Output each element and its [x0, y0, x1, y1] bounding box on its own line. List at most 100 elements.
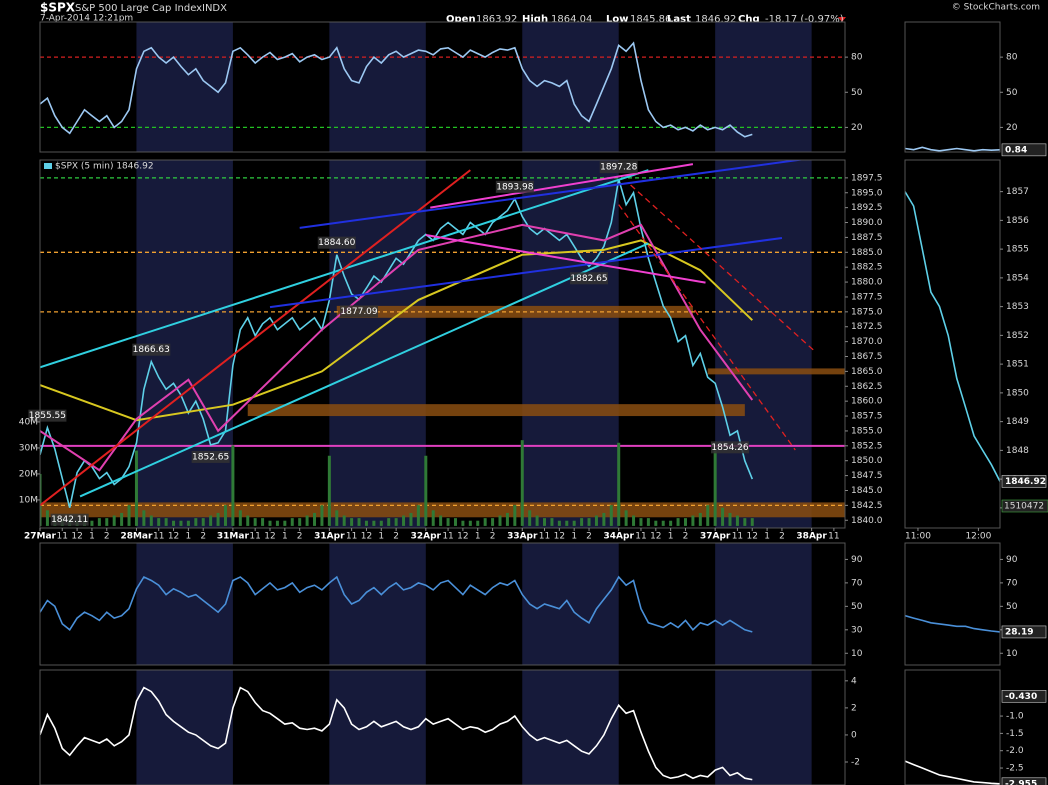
quote-value: 1846.92	[695, 14, 736, 25]
volume-bar	[416, 505, 420, 526]
y-tick-label: 0	[851, 730, 857, 740]
series-line	[40, 178, 754, 508]
series-line	[905, 191, 1000, 482]
credit: © StockCharts.com	[952, 3, 1040, 13]
annotation-label: 1897.28	[600, 163, 637, 173]
day-stripe	[715, 160, 812, 528]
volume-bar	[728, 512, 732, 526]
panel-border	[39, 669, 846, 785]
annotation-box	[132, 343, 171, 356]
volume-bar	[209, 515, 213, 526]
y2-tick-label: 30M	[19, 443, 38, 453]
volume-bar	[609, 505, 613, 526]
volume-bar	[632, 515, 636, 526]
volume-bar	[45, 510, 49, 526]
x-tick-label: 12	[747, 532, 758, 542]
volume-bar	[565, 520, 569, 526]
y-tick-label: 1840.0	[851, 516, 883, 526]
value-marker	[1001, 690, 1047, 703]
y-tick-label: 1872.5	[851, 322, 883, 332]
y-tick-label: 1850.0	[851, 456, 883, 466]
x-tick-label: 11:00	[905, 532, 931, 542]
x-tick-label: 31Apr	[314, 532, 345, 542]
volume-bar	[453, 518, 457, 526]
y-tick-label: 70	[851, 578, 863, 588]
x-tick-label: 1	[186, 532, 192, 542]
volume-bar	[127, 505, 131, 526]
volume-bar	[134, 450, 138, 526]
annotation-label: 1893.98	[496, 182, 533, 192]
y-tick-label: 1854	[1006, 273, 1029, 283]
volume-bar	[320, 505, 324, 526]
y-tick-label: 1877.5	[851, 292, 883, 302]
volume-bar	[491, 518, 495, 526]
x-tick-label: 1	[89, 532, 95, 542]
panel-border	[904, 21, 1001, 153]
trend-line	[40, 169, 471, 507]
x-tick-label: 1	[668, 532, 674, 542]
volume-bar	[713, 450, 717, 526]
y-tick-label: 1890.0	[851, 218, 883, 228]
date: 7-Apr-2014 12:21pm	[40, 14, 133, 24]
volume-bar	[105, 518, 109, 526]
volume-bar	[201, 518, 205, 526]
value-marker	[1001, 625, 1047, 639]
quote-label: Open	[446, 14, 476, 25]
y-tick-label: 1857	[1006, 187, 1029, 197]
volume-bar	[483, 518, 487, 526]
x-tick-label: 27Mar	[24, 532, 57, 542]
value-marker	[1001, 475, 1047, 488]
volume-bar	[342, 515, 346, 526]
volume-bar	[528, 510, 532, 526]
y-tick-label: 70	[1006, 578, 1018, 588]
volume-bar	[142, 510, 146, 526]
x-tick-label: 11	[635, 532, 646, 542]
x-tick-label: 1	[764, 532, 770, 542]
quote-label: High	[522, 14, 548, 25]
volume-bar	[476, 520, 480, 526]
volume-bar	[40, 473, 42, 526]
volume-bar	[683, 518, 687, 526]
volume-bar	[350, 518, 354, 526]
x-tick-label: 2	[104, 532, 110, 542]
annotation-label: 1877.09	[340, 307, 377, 317]
x-tick-label: 12	[361, 532, 372, 542]
x-tick-label: 2	[393, 532, 399, 542]
x-tick-label: 11	[153, 532, 164, 542]
volume-bar	[305, 515, 309, 526]
x-tick-label: 12	[264, 532, 275, 542]
y-tick-label: 20	[851, 123, 863, 133]
symbol: $SPX	[40, 1, 76, 15]
day-stripe	[715, 22, 812, 152]
volume-bar	[520, 440, 524, 526]
y-tick-label: 1850	[1006, 388, 1029, 398]
annotation-label: 1852.65	[192, 452, 229, 462]
x-tick-label: 1	[475, 532, 481, 542]
annotation-box	[191, 450, 230, 463]
volume-bar	[357, 518, 361, 526]
panel	[905, 160, 1000, 528]
volume-bar	[194, 518, 198, 526]
y-tick-label: 1842.5	[851, 501, 883, 511]
trend-line	[40, 169, 649, 369]
annotation-label: 1855.55	[29, 411, 66, 421]
band	[40, 502, 845, 518]
volume-bar	[179, 520, 183, 526]
annotation-box	[50, 513, 89, 526]
day-stripe	[522, 160, 619, 528]
series-line	[40, 686, 753, 781]
y-tick-label: 1849	[1006, 417, 1029, 427]
volume-bar	[157, 518, 161, 526]
day-stripe	[136, 543, 233, 665]
quote-value: 1864.04	[551, 14, 592, 25]
x-tick-label: 11	[346, 532, 357, 542]
volume-bar	[364, 520, 368, 526]
x-tick-label: 1	[282, 532, 288, 542]
y-tick-label: 1897.5	[851, 173, 883, 183]
trend-line	[618, 204, 796, 451]
volume-bar	[424, 455, 428, 526]
y-tick-label: -1.0	[1006, 712, 1024, 722]
volume-bar	[261, 518, 265, 526]
volume-bar	[164, 518, 168, 526]
y2-tick-label: 10M	[19, 495, 38, 505]
